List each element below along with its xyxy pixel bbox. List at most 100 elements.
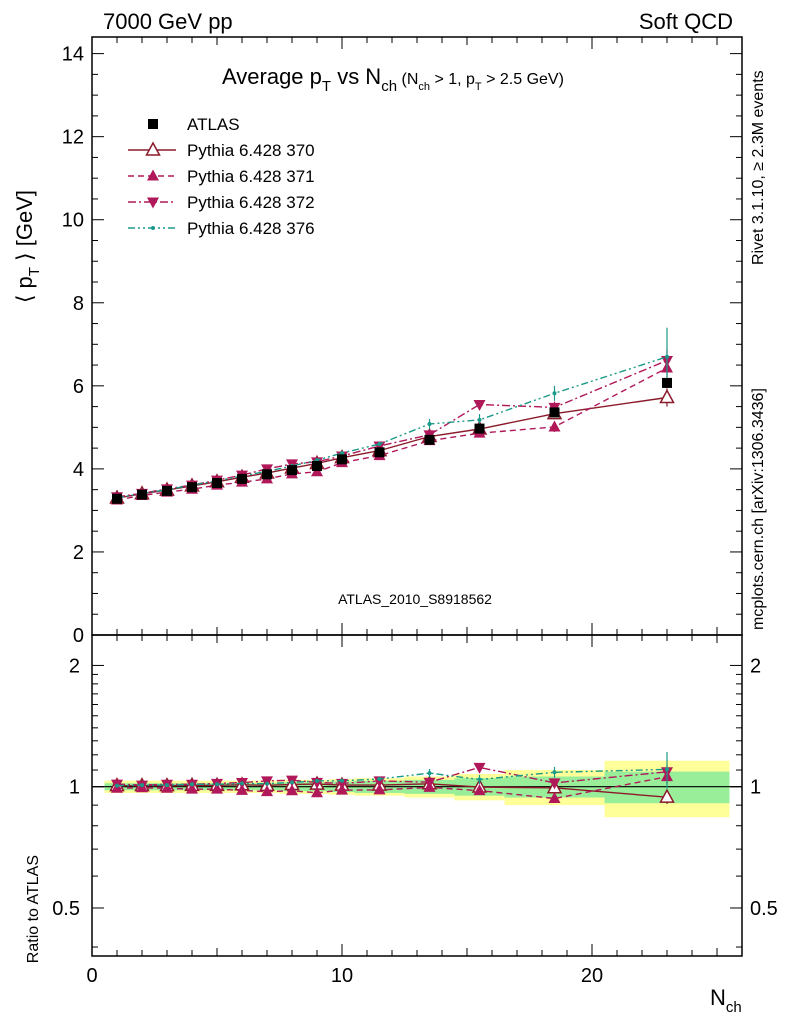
data-point bbox=[287, 465, 297, 476]
mcplots-label: mcplots.cern.ch [arXiv:1306.3436] bbox=[750, 388, 767, 630]
ratio-point bbox=[340, 778, 344, 783]
main-ylabel: ⟨ pT ⟩ [GeV] bbox=[12, 190, 43, 303]
y-tick-label: 10 bbox=[62, 210, 84, 232]
title-condition: > 2.5 GeV) bbox=[482, 71, 564, 88]
title-condition: > 1, p bbox=[430, 71, 475, 88]
legend-marker bbox=[147, 169, 159, 181]
title-sub: T bbox=[322, 78, 331, 95]
data-point bbox=[548, 420, 561, 432]
data-point bbox=[237, 473, 247, 484]
ratio-y-tick-label: 1 bbox=[69, 777, 80, 799]
ratio-point bbox=[311, 786, 323, 798]
ylabel-part: ⟩ [GeV] bbox=[12, 190, 37, 267]
ratio-point bbox=[552, 770, 557, 775]
ratio-point bbox=[377, 777, 382, 782]
ratio-point bbox=[548, 778, 561, 790]
ratio-point bbox=[336, 778, 348, 790]
data-point bbox=[374, 447, 385, 458]
data-point bbox=[473, 400, 486, 412]
ratio-ylabel: Ratio to ATLAS bbox=[25, 855, 42, 963]
x-tick-label: 20 bbox=[581, 965, 603, 987]
y-tick-label: 4 bbox=[73, 459, 84, 481]
data-point bbox=[424, 434, 435, 445]
ratio-y-tick-label-right: 2 bbox=[750, 655, 761, 677]
title-condition: (N bbox=[397, 71, 418, 88]
ratio-point bbox=[286, 784, 298, 796]
data-point bbox=[337, 454, 347, 465]
ratio-point bbox=[427, 771, 432, 776]
ratio-point bbox=[373, 783, 386, 795]
analysis-tag: ATLAS_2010_S8918562 bbox=[338, 591, 492, 607]
rivet-label: Rivet 3.1.10, ≥ 2.3M events bbox=[750, 70, 767, 265]
data-point bbox=[474, 423, 485, 434]
ratio-point bbox=[548, 791, 561, 803]
chart-title: Average pT vs Nch (Nch > 1, pT > 2.5 GeV… bbox=[222, 64, 564, 95]
ratio-point bbox=[165, 783, 169, 788]
series-line bbox=[116, 356, 668, 499]
data-point bbox=[377, 441, 382, 446]
data-point bbox=[659, 388, 675, 404]
ratio-point bbox=[477, 777, 482, 782]
ratio-point bbox=[215, 782, 219, 787]
ylabel-part: ⟨ p bbox=[12, 276, 37, 303]
title-part: Average p bbox=[222, 64, 322, 89]
legend-marker bbox=[148, 119, 158, 129]
ratio-point bbox=[240, 781, 244, 786]
x-tick-label: 10 bbox=[331, 965, 353, 987]
title-sub: T bbox=[475, 81, 482, 93]
y-tick-label: 14 bbox=[62, 44, 84, 66]
ratio-point bbox=[423, 777, 436, 789]
ratio-point bbox=[265, 781, 269, 786]
data-point bbox=[665, 354, 669, 359]
data-point bbox=[552, 391, 557, 396]
header-left: 7000 GeV pp bbox=[103, 9, 233, 34]
y-tick-label: 6 bbox=[73, 376, 84, 398]
ylabel-sub: T bbox=[26, 267, 43, 276]
ratio-point bbox=[190, 782, 194, 787]
legend-marker bbox=[147, 197, 159, 209]
data-point bbox=[477, 417, 482, 422]
y-tick-label: 2 bbox=[73, 542, 84, 564]
title-part: vs N bbox=[331, 64, 381, 89]
xlabel-sub: ch bbox=[726, 999, 742, 1016]
data-point bbox=[137, 489, 147, 500]
xlabel-part: N bbox=[710, 985, 726, 1010]
legend-label: Pythia 6.428 370 bbox=[187, 141, 315, 160]
legend: ATLAS Pythia 6.428 370 Pythia 6.428 371 Pyt… bbox=[128, 115, 315, 238]
legend-marker bbox=[151, 226, 155, 230]
title-sub: ch bbox=[381, 78, 397, 95]
ratio-point bbox=[473, 784, 486, 796]
legend-label: ATLAS bbox=[187, 115, 240, 134]
ratio-y-tick-label-right: 1 bbox=[750, 777, 761, 799]
legend-label: Pythia 6.428 372 bbox=[187, 193, 315, 212]
title-sub: ch bbox=[418, 81, 430, 93]
ratio-y-tick-label: 2 bbox=[69, 655, 80, 677]
series-line bbox=[116, 359, 668, 498]
data-point bbox=[312, 460, 322, 471]
ratio-point bbox=[473, 762, 486, 774]
main-series-layer bbox=[109, 327, 675, 505]
ratio-point bbox=[140, 783, 144, 788]
legend-label: Pythia 6.428 376 bbox=[187, 219, 315, 238]
data-point bbox=[212, 478, 222, 489]
data-point bbox=[662, 377, 672, 388]
data-point bbox=[427, 422, 432, 427]
ratio-point bbox=[236, 783, 248, 795]
y-tick-label: 8 bbox=[73, 293, 84, 315]
ratio-point bbox=[115, 783, 119, 788]
header-right: Soft QCD bbox=[639, 9, 733, 34]
series-line bbox=[116, 367, 668, 501]
data-point bbox=[112, 493, 122, 504]
ratio-y-tick-label-right: 0.5 bbox=[750, 898, 778, 920]
ratio-series-layer bbox=[109, 752, 675, 805]
ratio-point bbox=[261, 785, 273, 797]
ratio-point bbox=[665, 767, 669, 772]
y-tick-label: 0 bbox=[73, 625, 84, 647]
data-point bbox=[187, 482, 197, 493]
ratio-line bbox=[116, 766, 668, 786]
y-tick-label: 12 bbox=[62, 127, 84, 149]
x-tick-label: 0 bbox=[86, 965, 97, 987]
legend-label: Pythia 6.428 371 bbox=[187, 167, 315, 186]
